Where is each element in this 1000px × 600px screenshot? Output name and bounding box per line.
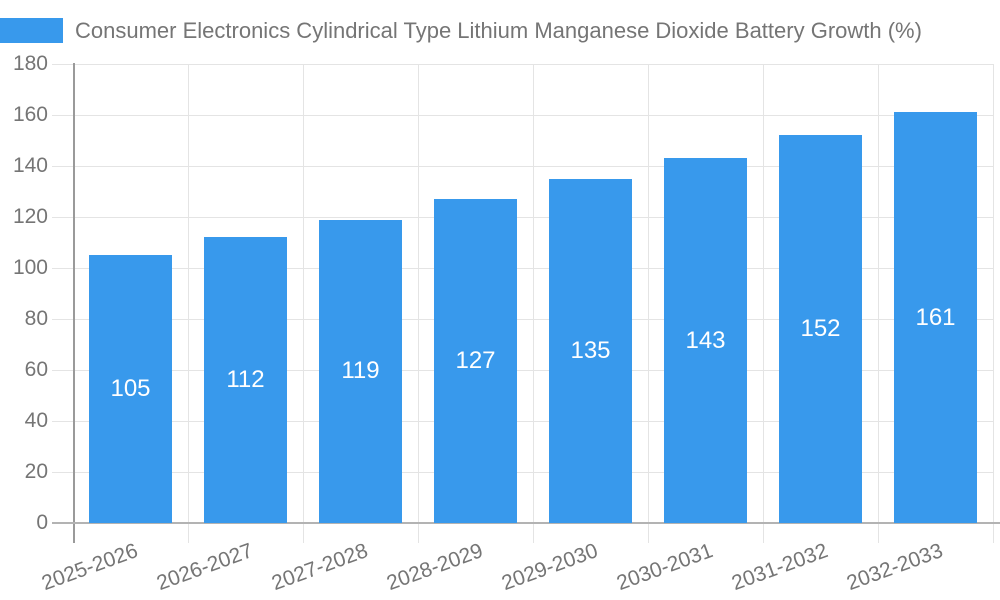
y-gridline bbox=[52, 166, 993, 167]
bar-value-label: 161 bbox=[915, 303, 956, 331]
legend-item[interactable]: Consumer Electronics Cylindrical Type Li… bbox=[0, 18, 922, 43]
y-axis-tick-label: 0 bbox=[36, 511, 48, 534]
x-axis-tick bbox=[878, 523, 879, 543]
bar[interactable]: 119 bbox=[319, 219, 402, 523]
x-axis-tick bbox=[303, 523, 304, 543]
x-gridline bbox=[993, 64, 994, 523]
y-axis-tick-label: 80 bbox=[24, 307, 48, 330]
legend-swatch bbox=[0, 18, 63, 43]
bar[interactable]: 143 bbox=[664, 158, 747, 523]
x-axis-tick-label: 2030-2031 bbox=[613, 539, 717, 596]
y-gridline bbox=[52, 370, 993, 371]
y-axis-line bbox=[73, 63, 75, 543]
y-gridline bbox=[52, 268, 993, 269]
x-gridline bbox=[648, 64, 649, 523]
x-axis-tick-label: 2026-2027 bbox=[153, 539, 257, 596]
y-axis-tick-label: 60 bbox=[24, 358, 48, 381]
x-axis-tick-label: 2027-2028 bbox=[268, 539, 372, 596]
x-gridline bbox=[878, 64, 879, 523]
bar[interactable]: 135 bbox=[549, 178, 632, 523]
x-axis-tick-label: 2031-2032 bbox=[728, 539, 832, 596]
x-axis-tick-label: 2028-2029 bbox=[383, 539, 487, 596]
x-axis-tick-label: 2025-2026 bbox=[38, 539, 142, 596]
x-axis-tick bbox=[188, 523, 189, 543]
y-axis-tick-label: 180 bbox=[12, 52, 48, 75]
y-axis-tick-label: 120 bbox=[12, 205, 48, 228]
x-gridline bbox=[533, 64, 534, 523]
bar[interactable]: 161 bbox=[894, 112, 977, 523]
bar-value-label: 112 bbox=[226, 366, 265, 394]
x-gridline bbox=[418, 64, 419, 523]
y-axis-tick-label: 40 bbox=[24, 409, 48, 432]
x-axis-tick-label: 2032-2033 bbox=[843, 539, 947, 596]
x-gridline bbox=[763, 64, 764, 523]
bar-value-label: 105 bbox=[110, 375, 151, 403]
bar[interactable]: 152 bbox=[779, 135, 862, 523]
bar-value-label: 119 bbox=[341, 357, 380, 385]
y-gridline bbox=[52, 64, 993, 65]
legend-label: Consumer Electronics Cylindrical Type Li… bbox=[75, 17, 922, 43]
y-axis-tick-label: 100 bbox=[12, 256, 48, 279]
x-axis-line bbox=[52, 522, 1000, 524]
y-gridline bbox=[52, 319, 993, 320]
y-axis-tick-label: 140 bbox=[12, 154, 48, 177]
bar[interactable]: 105 bbox=[89, 255, 172, 523]
bar-value-label: 143 bbox=[685, 326, 726, 354]
y-gridline bbox=[52, 421, 993, 422]
x-axis-tick bbox=[533, 523, 534, 543]
x-gridline bbox=[303, 64, 304, 523]
x-axis-tick bbox=[648, 523, 649, 543]
bar-value-label: 135 bbox=[570, 336, 611, 364]
bar-value-label: 152 bbox=[800, 315, 841, 343]
x-gridline bbox=[188, 64, 189, 523]
x-axis-tick bbox=[418, 523, 419, 543]
y-gridline bbox=[52, 115, 993, 116]
y-axis-tick-label: 20 bbox=[24, 460, 48, 483]
x-axis-tick bbox=[993, 523, 994, 543]
x-axis-tick bbox=[763, 523, 764, 543]
bar[interactable]: 127 bbox=[434, 199, 517, 523]
y-gridline bbox=[52, 472, 993, 473]
bar-value-label: 127 bbox=[455, 347, 496, 375]
bar[interactable]: 112 bbox=[204, 237, 287, 523]
x-axis-tick-label: 2029-2030 bbox=[498, 539, 602, 596]
y-gridline bbox=[52, 217, 993, 218]
y-axis-tick-label: 160 bbox=[12, 103, 48, 126]
